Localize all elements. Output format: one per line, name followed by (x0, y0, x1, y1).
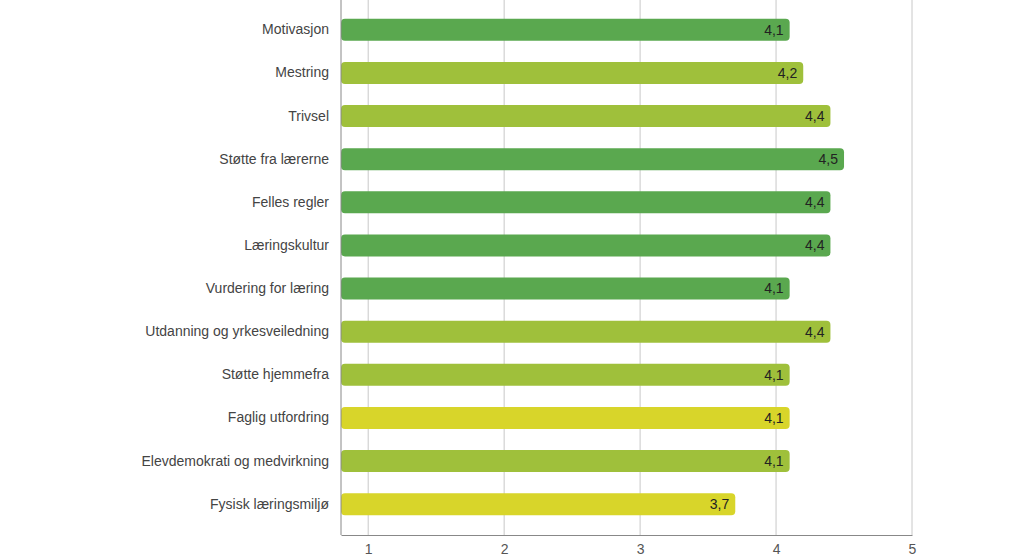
bar (341, 278, 790, 300)
y-tick-label: Læringskultur (244, 237, 329, 253)
x-tick-label: 1 (365, 541, 373, 557)
bar (341, 493, 735, 515)
y-tick-label: Støtte hjemmefra (222, 366, 330, 382)
chart: 4,1 4,2 4,4 4,5 4,4 4,4 4,1 4,4 4,1 4,1 4,1 3,7 1 2 3 4… (0, 0, 1024, 559)
data-label: 4,1 (764, 22, 784, 38)
bar (341, 364, 790, 386)
y-tick: Læringskultur (244, 237, 341, 253)
y-tick-label: Vurdering for læring (206, 280, 329, 296)
y-tick-label: Utdanning og yrkesveiledning (145, 323, 329, 339)
grid-line (912, 0, 913, 535)
bar (341, 321, 830, 343)
y-tick: Fysisk læringsmiljø (210, 496, 341, 512)
y-tick-label: Elevdemokrati og medvirkning (141, 453, 329, 469)
y-tick: Felles regler (252, 194, 341, 210)
x-axis-line (342, 535, 913, 536)
data-label: 3,7 (710, 496, 730, 512)
y-tick: Støtte hjemmefra (222, 366, 341, 382)
x-tick: 5 (909, 535, 917, 557)
x-tick-label: 4 (773, 541, 781, 557)
y-tick-label: Mestring (275, 64, 329, 80)
y-tick-label: Støtte fra lærerne (219, 151, 329, 167)
x-tick: 4 (773, 535, 781, 557)
y-tick: Utdanning og yrkesveiledning (145, 323, 341, 339)
data-label: 4,1 (764, 367, 784, 383)
x-tick-label: 2 (501, 541, 509, 557)
data-label: 4,4 (805, 324, 825, 340)
y-tick: Mestring (275, 64, 341, 80)
data-label: 4,1 (764, 410, 784, 426)
y-tick-label: Faglig utfordring (228, 409, 329, 425)
bar (341, 407, 790, 429)
y-tick: Trivsel (288, 108, 341, 124)
bar (341, 62, 803, 84)
data-label: 4,5 (819, 151, 839, 167)
bar (341, 234, 830, 256)
y-tick-label: Felles regler (252, 194, 329, 210)
data-label: 4,2 (778, 65, 798, 81)
x-tick-label: 3 (637, 541, 645, 557)
bar (341, 148, 844, 170)
x-tick: 1 (365, 535, 373, 557)
y-axis: Motivasjon Mestring Trivsel Støtte fra lære… (141, 0, 341, 535)
data-labels: 4,1 4,2 4,4 4,5 4,4 4,4 4,1 4,4 4,1 4,1 4,1 3,7 (710, 22, 838, 512)
data-label: 4,4 (805, 108, 825, 124)
data-label: 4,1 (764, 280, 784, 296)
y-tick: Faglig utfordring (228, 409, 341, 425)
y-tick-label: Motivasjon (262, 21, 329, 37)
y-tick-label: Fysisk læringsmiljø (210, 496, 329, 512)
y-tick: Elevdemokrati og medvirkning (141, 453, 341, 469)
y-tick-label: Trivsel (288, 108, 329, 124)
y-tick: Motivasjon (262, 21, 341, 37)
bar (341, 19, 790, 41)
data-label: 4,1 (764, 453, 784, 469)
bar (341, 450, 790, 472)
bar (341, 105, 830, 127)
x-tick: 3 (637, 535, 645, 557)
x-axis: 1 2 3 4 5 (342, 535, 917, 557)
y-axis-line (341, 0, 342, 535)
x-tick-label: 5 (909, 541, 917, 557)
data-label: 4,4 (805, 237, 825, 253)
y-tick: Vurdering for læring (206, 280, 341, 296)
data-label: 4,4 (805, 194, 825, 210)
x-tick: 2 (501, 535, 509, 557)
bar (341, 191, 830, 213)
bars (341, 19, 844, 515)
y-tick: Støtte fra lærerne (219, 151, 341, 167)
